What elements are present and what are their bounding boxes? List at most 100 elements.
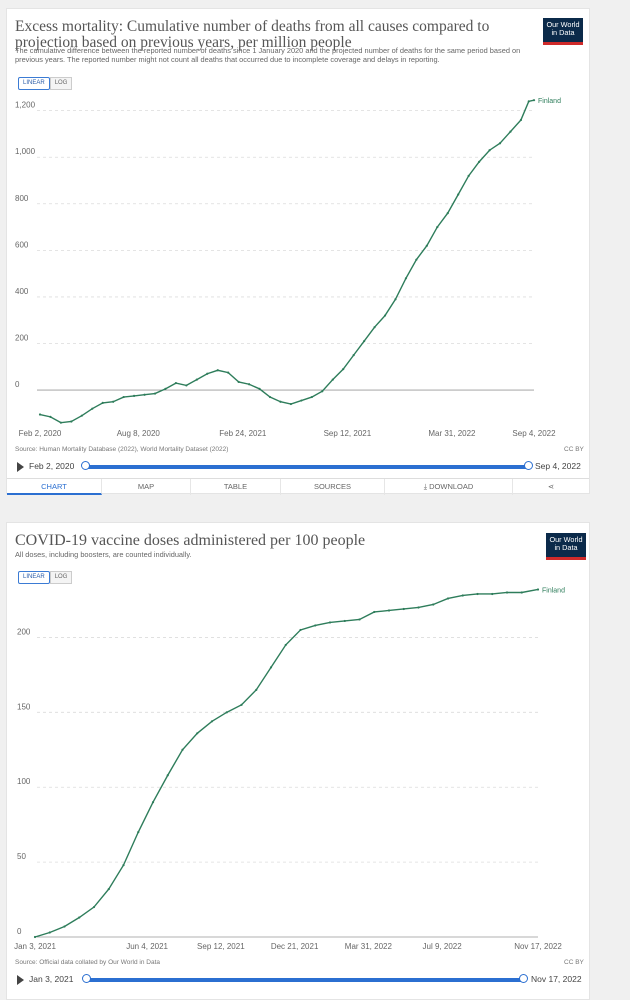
data-point [279,400,282,403]
source-note: Source: Human Mortality Database (2022),… [15,446,229,453]
timeline-end: Sep 4, 2022 [535,461,581,471]
log-toggle[interactable]: LOG [49,77,73,90]
data-point [527,100,530,103]
tab-chart[interactable]: CHART [7,479,102,495]
x-tick-label: Mar 31, 2022 [345,942,393,951]
timeline: Feb 2, 2020 Sep 4, 2022 [13,460,583,474]
data-point [80,414,83,417]
tab-download[interactable]: ⤓ DOWNLOAD [385,479,513,495]
data-point [331,378,334,381]
x-tick-label: Nov 17, 2022 [514,942,562,951]
timeline-track[interactable] [86,978,523,982]
y-tick-label: 100 [17,777,31,786]
timeline-end-handle[interactable] [524,461,533,470]
share-button[interactable]: ⋖ [513,479,589,495]
linear-toggle[interactable]: LINEAR [18,77,50,90]
download-label: DOWNLOAD [429,482,474,491]
timeline-start-handle[interactable] [82,974,91,983]
timeline-start-handle[interactable] [81,461,90,470]
y-tick-label: 1,000 [15,147,36,156]
license[interactable]: CC BY [564,446,584,453]
data-point [321,390,324,393]
data-point [122,395,125,399]
data-point [310,395,313,399]
data-point [328,621,332,624]
data-point [101,401,104,404]
log-toggle[interactable]: LOG [49,571,73,584]
data-point [383,314,387,317]
series-label: Finland [538,98,561,105]
linear-toggle[interactable]: LINEAR [18,571,50,584]
data-point [415,258,418,261]
timeline: Jan 3, 2021 Nov 17, 2022 [13,973,583,987]
timeline-track[interactable] [85,465,528,469]
data-point [78,916,81,919]
data-point [70,420,73,423]
x-tick-label: Sep 12, 2021 [324,429,372,438]
y-tick-label: 600 [15,240,29,249]
data-point [112,400,115,403]
y-tick-label: 150 [17,702,31,711]
x-tick-label: Jan 3, 2021 [14,942,56,951]
data-point [210,720,214,723]
data-point [258,387,261,391]
owid-logo[interactable]: Our World in Data [546,533,586,560]
data-point [498,142,502,145]
data-point [63,925,66,928]
data-point [417,606,420,609]
data-point [387,609,391,612]
timeline-start: Jan 3, 2021 [29,974,74,984]
tab-sources[interactable]: SOURCES [281,479,385,495]
data-point [457,193,460,196]
data-point [436,225,439,229]
data-point [137,831,140,834]
data-point [352,354,355,357]
data-point [461,594,464,597]
x-tick-label: Jul 9, 2022 [423,942,463,951]
data-point [195,378,198,381]
y-tick-label: 0 [15,380,20,389]
source-note: Source: Official data collated by Our Wo… [15,959,160,966]
data-point [358,618,361,621]
data-point [240,703,243,706]
data-point [269,666,273,669]
data-point [425,244,428,247]
data-point [107,887,110,891]
data-point [519,118,523,122]
x-tick-label: Mar 31, 2022 [428,429,476,438]
data-point [49,415,52,418]
data-point [446,597,450,600]
data-point [33,935,37,939]
timeline-end-handle[interactable] [519,974,528,983]
vaccine-doses-chart: 0 50 100 150 200 Jan 3, 2021 Jun 4, 2021 Sep 12… [14,587,565,951]
play-icon[interactable] [17,975,24,985]
chart-subtitle: The cumulative difference between the re… [15,46,521,64]
data-point [91,407,94,410]
chart-tabs: CHART MAP TABLE SOURCES ⤓ DOWNLOAD ⋖ [7,478,589,495]
license[interactable]: CC BY [564,959,584,966]
chart-title: COVID-19 vaccine doses administered per … [15,532,366,549]
share-icon: ⋖ [547,482,555,491]
x-tick-label: Aug 8, 2020 [117,429,161,438]
data-point [48,931,51,934]
tab-map[interactable]: MAP [102,479,191,495]
data-point [268,395,272,399]
data-point [92,905,96,909]
tab-table[interactable]: TABLE [191,479,281,495]
data-point [446,212,449,215]
series-line-finland [39,99,535,424]
data-point [122,864,125,867]
vaccine-doses-card: COVID-19 vaccine doses administered per … [6,522,590,1000]
data-point [467,174,470,177]
scale-toggle: LINEAR LOG [18,571,73,584]
play-icon[interactable] [17,462,24,472]
chart-title: Excess mortality: Cumulative number of d… [15,18,490,51]
data-point [216,369,219,372]
data-point [343,619,346,623]
y-tick-label: 200 [17,627,31,636]
data-point [488,149,491,152]
owid-logo[interactable]: Our World in Data [543,18,583,45]
y-tick-label: 400 [15,287,29,296]
x-tick-label: Feb 2, 2020 [19,429,62,438]
data-point [314,624,317,627]
